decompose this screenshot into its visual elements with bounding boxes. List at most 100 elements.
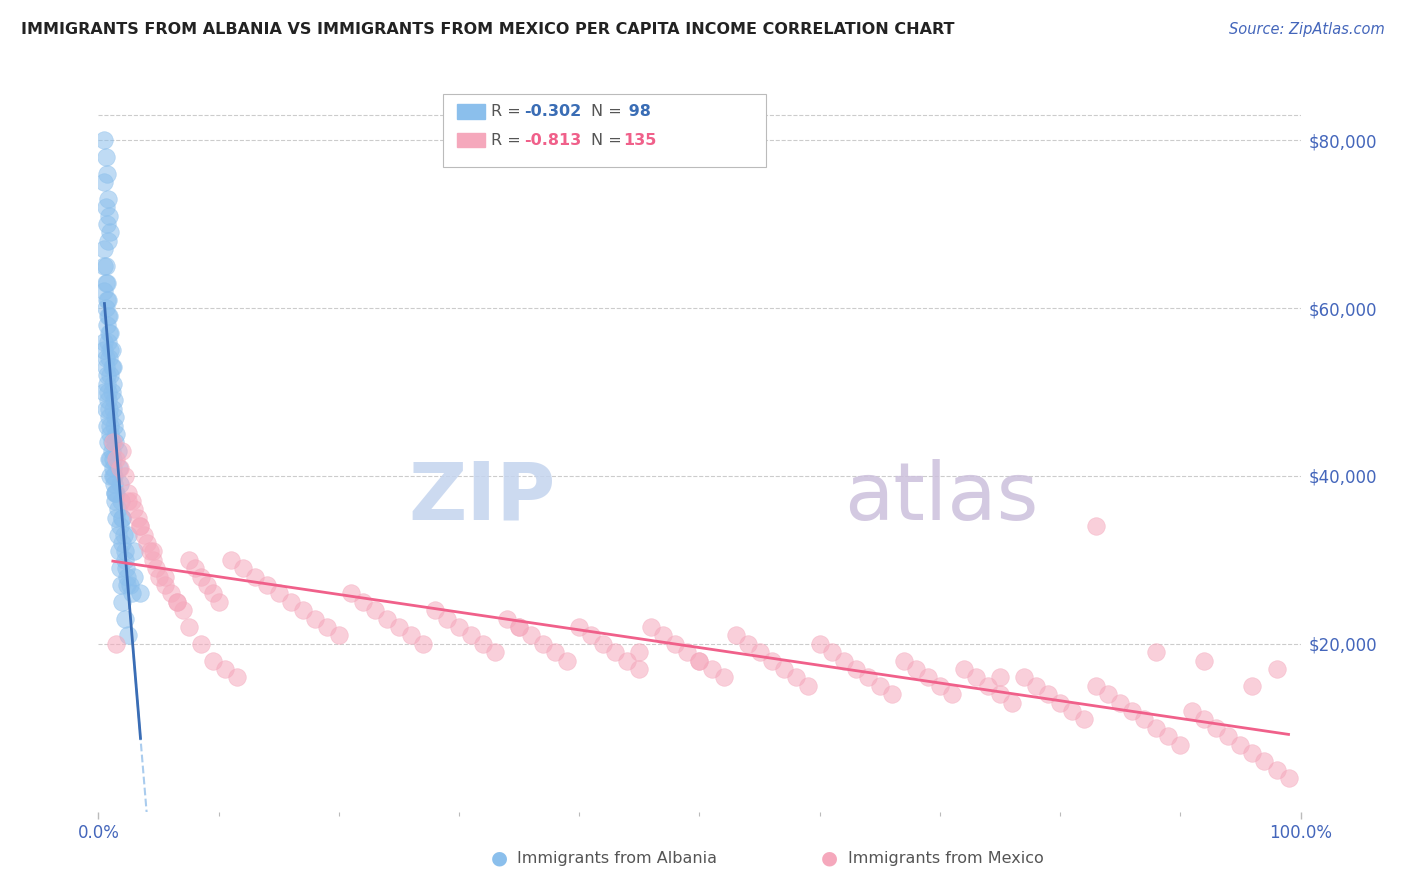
Point bbox=[107, 527, 129, 541]
Point bbox=[965, 670, 987, 684]
Point bbox=[280, 595, 302, 609]
Point bbox=[1133, 712, 1156, 726]
Point bbox=[153, 578, 176, 592]
Point bbox=[472, 637, 495, 651]
Point bbox=[100, 368, 122, 383]
Point bbox=[96, 318, 118, 332]
Point bbox=[118, 578, 141, 592]
Point bbox=[628, 645, 651, 659]
Point bbox=[111, 511, 134, 525]
Point bbox=[110, 494, 132, 508]
Text: ZIP: ZIP bbox=[408, 458, 555, 537]
Text: IMMIGRANTS FROM ALBANIA VS IMMIGRANTS FROM MEXICO PER CAPITA INCOME CORRELATION : IMMIGRANTS FROM ALBANIA VS IMMIGRANTS FR… bbox=[21, 22, 955, 37]
Point bbox=[94, 150, 117, 164]
Point bbox=[1144, 721, 1167, 735]
Point bbox=[93, 284, 115, 298]
Point bbox=[117, 527, 139, 541]
Point bbox=[94, 359, 117, 374]
Point bbox=[110, 578, 132, 592]
Point bbox=[97, 310, 120, 324]
Point bbox=[423, 603, 446, 617]
Point bbox=[1109, 696, 1132, 710]
Point bbox=[94, 259, 117, 273]
Point bbox=[153, 569, 176, 583]
Point bbox=[214, 662, 236, 676]
Point bbox=[100, 443, 122, 458]
Point bbox=[93, 334, 115, 349]
Point bbox=[785, 670, 807, 684]
Point bbox=[108, 561, 131, 575]
Point bbox=[114, 469, 136, 483]
Point bbox=[132, 527, 155, 541]
Point bbox=[100, 343, 122, 357]
Point bbox=[1194, 712, 1216, 726]
Point bbox=[1277, 771, 1299, 785]
Point bbox=[832, 654, 855, 668]
Point bbox=[1253, 755, 1275, 769]
Point bbox=[93, 133, 115, 147]
Point bbox=[166, 595, 188, 609]
Point bbox=[159, 586, 181, 600]
Point bbox=[98, 209, 121, 223]
Text: ●: ● bbox=[821, 848, 838, 868]
Point bbox=[117, 494, 139, 508]
Point bbox=[1049, 696, 1071, 710]
Point bbox=[761, 654, 783, 668]
Point bbox=[96, 167, 118, 181]
Point bbox=[105, 511, 128, 525]
Point bbox=[101, 452, 124, 467]
Point bbox=[98, 401, 121, 416]
Point bbox=[100, 359, 122, 374]
Point bbox=[111, 511, 134, 525]
Point bbox=[97, 334, 120, 349]
Point bbox=[821, 645, 844, 659]
Point bbox=[1241, 746, 1264, 760]
Point bbox=[183, 561, 205, 575]
Point bbox=[98, 351, 121, 366]
Point bbox=[928, 679, 950, 693]
Point bbox=[108, 519, 131, 533]
Point bbox=[1144, 645, 1167, 659]
Point bbox=[724, 628, 747, 642]
Text: Source: ZipAtlas.com: Source: ZipAtlas.com bbox=[1229, 22, 1385, 37]
Point bbox=[605, 645, 627, 659]
Text: atlas: atlas bbox=[844, 458, 1038, 537]
Point bbox=[1181, 704, 1204, 718]
Point bbox=[94, 401, 117, 416]
Point bbox=[508, 620, 530, 634]
Point bbox=[117, 578, 139, 592]
Point bbox=[94, 276, 117, 290]
Text: R =: R = bbox=[491, 104, 526, 119]
Point bbox=[988, 687, 1011, 701]
Point bbox=[93, 242, 115, 256]
Point bbox=[267, 586, 290, 600]
Point bbox=[880, 687, 903, 701]
Point bbox=[243, 569, 266, 583]
Point bbox=[104, 410, 127, 425]
Point bbox=[100, 418, 122, 433]
Point bbox=[117, 485, 139, 500]
Point bbox=[568, 620, 591, 634]
Point bbox=[713, 670, 735, 684]
Point bbox=[796, 679, 818, 693]
Point bbox=[1205, 721, 1227, 735]
Point bbox=[856, 670, 879, 684]
Point bbox=[256, 578, 278, 592]
Point bbox=[1229, 738, 1251, 752]
Point bbox=[941, 687, 963, 701]
Text: N =: N = bbox=[591, 104, 627, 119]
Point bbox=[104, 485, 127, 500]
Point bbox=[98, 410, 121, 425]
Point bbox=[124, 502, 146, 516]
Point bbox=[364, 603, 387, 617]
Text: 135: 135 bbox=[623, 133, 657, 147]
Point bbox=[1036, 687, 1059, 701]
Point bbox=[129, 519, 152, 533]
Point bbox=[104, 435, 127, 450]
Point bbox=[141, 553, 163, 567]
Point bbox=[101, 460, 124, 475]
Point bbox=[124, 544, 146, 558]
Point bbox=[93, 259, 115, 273]
Point bbox=[114, 612, 136, 626]
Point bbox=[108, 460, 131, 475]
